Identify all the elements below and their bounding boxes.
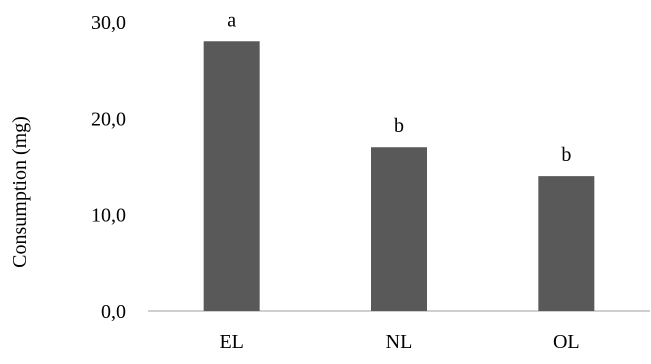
y-tick-label: 30,0 — [91, 12, 126, 34]
bar-ol — [538, 176, 595, 311]
y-axis-ticks: 0,0 10,0 20,0 30,0 — [91, 12, 126, 323]
significance-label-nl: b — [394, 115, 404, 137]
y-axis-label: Consumption (mg) — [9, 116, 31, 268]
y-tick-label: 10,0 — [91, 205, 126, 227]
significance-labels: a b b — [227, 9, 571, 166]
bar-el — [203, 41, 260, 312]
x-tick-label-nl: NL — [386, 331, 413, 353]
significance-label-ol: b — [561, 144, 571, 166]
y-tick-label: 0,0 — [101, 301, 126, 323]
x-axis-ticks: EL NL OL — [219, 331, 579, 353]
bar-nl — [371, 147, 427, 311]
significance-label-el: a — [227, 9, 236, 31]
bars — [203, 41, 595, 312]
x-tick-label-el: EL — [219, 331, 243, 353]
x-tick-label-ol: OL — [553, 331, 580, 353]
y-tick-label: 20,0 — [91, 108, 126, 130]
